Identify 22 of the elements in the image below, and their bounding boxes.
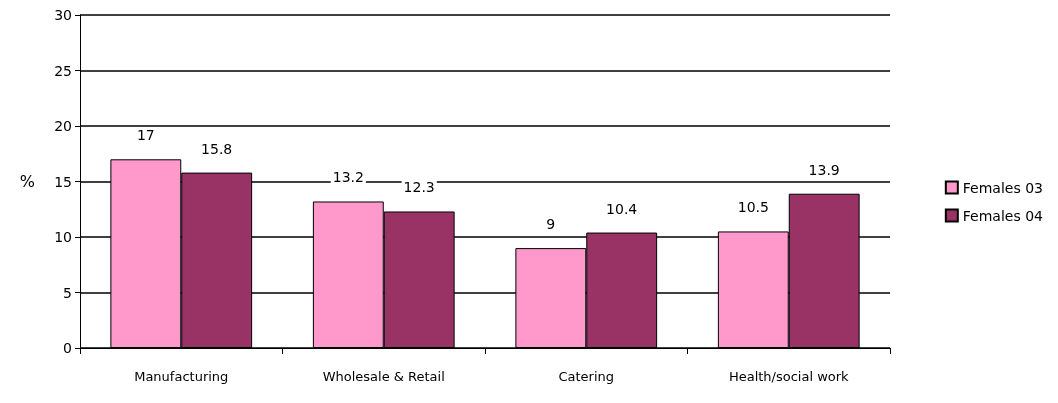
- x-tick-label: Catering: [558, 369, 615, 384]
- x-tick-label: Health/social work: [728, 369, 850, 384]
- y-tick-label: 25: [54, 62, 72, 79]
- legend-label: Females 03: [962, 179, 1044, 196]
- data-label: 10.5: [737, 199, 769, 216]
- y-tick-label: 10: [54, 229, 72, 245]
- x-tick-label: Wholesale & Retail: [322, 369, 445, 384]
- data-label: 13.9: [808, 161, 840, 178]
- data-label: 12.3: [403, 179, 435, 196]
- data-label: 17: [136, 127, 155, 144]
- y-tick-label: 30: [54, 7, 72, 23]
- y-tick-label: 20: [54, 118, 72, 134]
- y-tick-label: 15: [54, 173, 72, 190]
- data-label: 10.4: [606, 200, 638, 217]
- data-label: 9: [546, 216, 556, 233]
- legend-label: Females 04: [962, 207, 1044, 224]
- data-label: 15.8: [201, 140, 233, 157]
- y-tick-label: 5: [63, 284, 72, 301]
- y-tick-label: 0: [63, 340, 72, 356]
- x-tick-label: Manufacturing: [134, 369, 229, 384]
- data-label: 13.2: [332, 169, 364, 186]
- y-axis-title: %: [19, 172, 35, 191]
